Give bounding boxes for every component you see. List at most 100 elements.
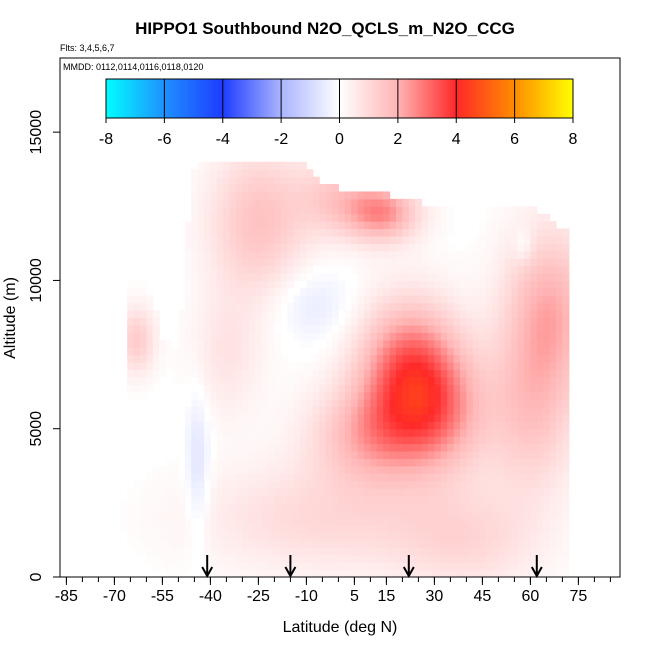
- heatmap-cell: [543, 361, 551, 370]
- heatmap-cell: [306, 369, 314, 378]
- heatmap-cell: [536, 473, 544, 482]
- heatmap-cell: [364, 443, 371, 452]
- heatmap-cell: [332, 280, 339, 289]
- heatmap-cell: [543, 295, 551, 304]
- heatmap-cell: [248, 191, 256, 200]
- heatmap-cell: [229, 228, 237, 237]
- heatmap-cell: [389, 317, 397, 326]
- heatmap-cell: [338, 339, 346, 348]
- heatmap-cell: [268, 354, 275, 363]
- heatmap-cell: [287, 198, 295, 207]
- heatmap-cell: [146, 354, 154, 363]
- heatmap-cell: [479, 250, 487, 259]
- heatmap-cell: [216, 406, 224, 415]
- heatmap-cell: [236, 317, 243, 326]
- heatmap-cell: [447, 391, 455, 400]
- heatmap-cell: [223, 265, 231, 274]
- heatmap-cell: [223, 562, 231, 571]
- heatmap-cell: [536, 547, 544, 556]
- x-tick-label: 5: [350, 588, 359, 605]
- heatmap-cell: [216, 258, 224, 267]
- heatmap-cell: [184, 317, 192, 326]
- heatmap-cell: [120, 510, 128, 519]
- heatmap-cell: [293, 258, 301, 267]
- heatmap-cell: [408, 324, 416, 333]
- heatmap-cell: [120, 517, 128, 526]
- heatmap-cell: [261, 562, 269, 571]
- heatmap-cell: [517, 450, 525, 459]
- heatmap-cell: [479, 525, 487, 534]
- heatmap-cell: [415, 213, 423, 222]
- heatmap-cell: [197, 354, 205, 363]
- heatmap-cell: [261, 517, 269, 526]
- heatmap-cell: [332, 243, 339, 252]
- heatmap-cell: [504, 287, 512, 296]
- heatmap-cell: [408, 376, 416, 385]
- heatmap-cell: [351, 295, 359, 304]
- heatmap-cell: [376, 287, 384, 296]
- heatmap-cell: [536, 376, 544, 385]
- heatmap-cell: [440, 510, 448, 519]
- heatmap-cell: [453, 376, 461, 385]
- heatmap-cell: [351, 569, 359, 578]
- heatmap-cell: [325, 554, 333, 563]
- heatmap-cell: [210, 384, 218, 393]
- heatmap-cell: [178, 354, 186, 363]
- heatmap-cell: [408, 295, 416, 304]
- heatmap-cell: [204, 198, 211, 207]
- heatmap-cell: [485, 273, 493, 282]
- heatmap-cell: [229, 243, 237, 252]
- heatmap-cell: [389, 332, 397, 341]
- heatmap-cell: [319, 287, 327, 296]
- heatmap-cell: [402, 450, 410, 459]
- heatmap-cell: [536, 517, 544, 526]
- heatmap-cell: [268, 302, 275, 311]
- heatmap-cell: [415, 547, 423, 556]
- heatmap-cell: [325, 525, 333, 534]
- heatmap-cell: [460, 413, 467, 422]
- heatmap-cell: [504, 206, 512, 215]
- heatmap-cell: [268, 332, 275, 341]
- heatmap-cell: [408, 406, 416, 415]
- heatmap-cell: [306, 517, 314, 526]
- heatmap-cell: [223, 413, 231, 422]
- heatmap-cell: [536, 406, 544, 415]
- heatmap-cell: [306, 391, 314, 400]
- heatmap-cell: [485, 206, 493, 215]
- heatmap-cell: [280, 547, 288, 556]
- heatmap-cell: [242, 280, 250, 289]
- heatmap-cell: [242, 399, 250, 408]
- heatmap-cell: [370, 554, 378, 563]
- heatmap-cell: [408, 465, 416, 474]
- heatmap-cell: [293, 547, 301, 556]
- heatmap-cell: [338, 443, 346, 452]
- heatmap-cell: [280, 488, 288, 497]
- heatmap-cell: [479, 369, 487, 378]
- heatmap-cell: [389, 243, 397, 252]
- heatmap-cell: [492, 547, 499, 556]
- heatmap-cell: [504, 221, 512, 230]
- heatmap-cell: [268, 525, 275, 534]
- heatmap-cell: [268, 465, 275, 474]
- heatmap-cell: [472, 399, 480, 408]
- heatmap-cell: [524, 406, 531, 415]
- heatmap-cell: [383, 547, 391, 556]
- heatmap-cell: [255, 562, 263, 571]
- heatmap-cell: [223, 339, 231, 348]
- heatmap-cell: [248, 562, 256, 571]
- heatmap-cell: [530, 228, 538, 237]
- heatmap-cell: [223, 258, 231, 267]
- heatmap-cell: [492, 458, 499, 467]
- heatmap-cell: [338, 191, 346, 200]
- heatmap-cell: [492, 443, 499, 452]
- heatmap-cell: [536, 369, 544, 378]
- heatmap-cell: [389, 473, 397, 482]
- heatmap-cell: [524, 495, 531, 504]
- heatmap-cell: [312, 295, 320, 304]
- heatmap-cell: [389, 213, 397, 222]
- heatmap-cell: [274, 250, 282, 259]
- heatmap-cell: [364, 310, 371, 319]
- heatmap-cell: [236, 406, 243, 415]
- heatmap-cell: [549, 458, 557, 467]
- heatmap-cell: [389, 510, 397, 519]
